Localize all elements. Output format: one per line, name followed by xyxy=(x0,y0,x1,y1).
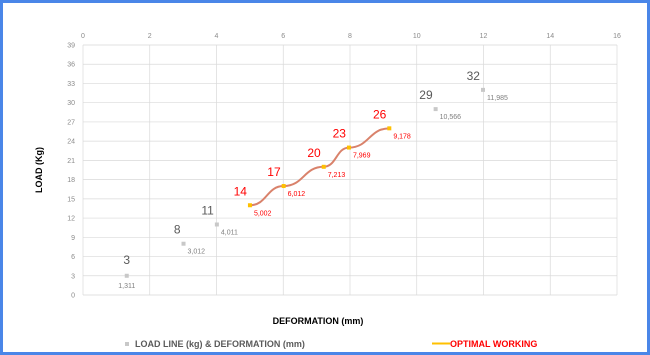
x-tick-label: 10 xyxy=(413,33,421,40)
data-point-marker xyxy=(433,107,438,112)
y-tick-label: 12 xyxy=(67,216,75,223)
legend-label-load-line: LOAD LINE (kg) & DEFORMATION (mm) xyxy=(135,339,305,349)
data-labels: 3 1,311 8 3,012 11 4,011 14 5,002 17 6,012 20 7,213… xyxy=(118,69,508,290)
x-tick-label: 6 xyxy=(281,33,285,40)
gridlines xyxy=(82,44,618,296)
data-point-marker xyxy=(480,87,485,92)
deformation-value-label: 1,311 xyxy=(118,283,135,290)
deformation-value-label: 9,178 xyxy=(393,133,411,140)
deformation-value-label: 6,012 xyxy=(288,191,306,198)
x-axis-title: DEFORMATION (mm) xyxy=(273,316,364,326)
y-tick-label: 9 xyxy=(71,235,75,242)
data-markers xyxy=(124,87,485,278)
deformation-value-label: 4,011 xyxy=(221,229,238,236)
data-point-marker xyxy=(214,222,219,227)
y-tick-label: 6 xyxy=(71,254,75,261)
legend-marker-load-line xyxy=(125,342,129,346)
load-value-label: 29 xyxy=(419,88,433,102)
y-axis-title: LOAD (Kg) xyxy=(34,147,44,193)
legend: LOAD LINE (kg) & DEFORMATION (mm) OPTIMA… xyxy=(125,339,537,349)
deformation-value-label: 10,566 xyxy=(440,114,462,121)
x-tick-label: 8 xyxy=(348,33,352,40)
y-tick-label: 36 xyxy=(67,62,75,69)
load-value-label: 14 xyxy=(234,184,248,198)
deformation-value-label: 5,002 xyxy=(254,210,272,217)
y-tick-label: 21 xyxy=(67,158,75,165)
load-value-label: 8 xyxy=(174,223,181,237)
load-value-label: 23 xyxy=(333,127,347,141)
data-point-marker xyxy=(346,145,351,150)
y-tick-label: 3 xyxy=(71,273,75,280)
load-value-label: 17 xyxy=(267,165,281,179)
data-point-marker xyxy=(281,184,286,189)
deformation-value-label: 11,985 xyxy=(487,95,508,102)
legend-label-optimal: OPTIMAL WORKING xyxy=(450,339,537,349)
data-point-marker xyxy=(181,241,186,246)
deformation-value-label: 7,969 xyxy=(353,153,371,160)
x-tick-label: 16 xyxy=(613,33,621,40)
load-value-label: 20 xyxy=(307,146,321,160)
data-point-marker xyxy=(124,273,129,278)
x-tick-labels: 0 2 4 6 8 10 12 14 16 xyxy=(81,33,621,40)
x-tick-label: 12 xyxy=(480,33,488,40)
y-tick-label: 15 xyxy=(67,196,75,203)
y-tick-label: 39 xyxy=(67,43,75,50)
x-tick-label: 2 xyxy=(148,33,152,40)
y-tick-label: 27 xyxy=(67,119,75,126)
x-tick-label: 14 xyxy=(546,33,554,40)
x-tick-label: 4 xyxy=(215,33,219,40)
y-tick-label: 18 xyxy=(67,177,75,184)
deformation-value-label: 7,213 xyxy=(328,172,346,179)
y-tick-label: 0 xyxy=(71,293,75,300)
x-tick-label: 0 xyxy=(81,33,85,40)
data-point-marker xyxy=(247,203,252,208)
y-tick-label: 33 xyxy=(67,81,75,88)
load-value-label: 32 xyxy=(467,69,481,83)
deformation-value-label: 3,012 xyxy=(188,249,206,256)
load-value-label: 3 xyxy=(123,253,130,267)
data-point-marker xyxy=(387,126,392,131)
data-point-marker xyxy=(321,164,326,169)
load-value-label: 11 xyxy=(201,203,214,217)
load-value-label: 26 xyxy=(373,107,387,121)
y-tick-label: 24 xyxy=(67,139,75,146)
y-tick-label: 30 xyxy=(67,100,75,107)
